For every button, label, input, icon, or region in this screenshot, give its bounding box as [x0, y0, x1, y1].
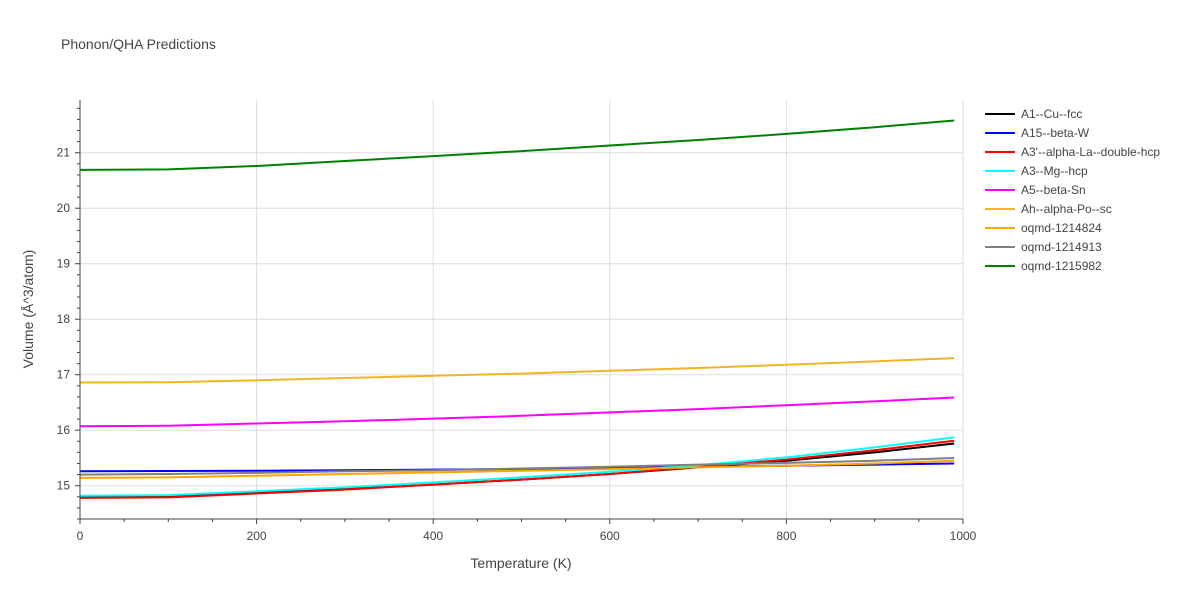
legend-swatch — [985, 188, 1015, 191]
legend-item[interactable]: Ah--alpha-Po--sc — [985, 199, 1195, 218]
legend-label: oqmd-1214824 — [1021, 220, 1102, 235]
legend-swatch — [985, 207, 1015, 210]
series-line-3 — [79, 436, 955, 497]
y-tick-label: 20 — [57, 201, 71, 215]
grid-layer — [80, 100, 964, 519]
legend-item[interactable]: A3--Mg--hcp — [985, 161, 1195, 180]
chart-title: Phonon/QHA Predictions — [61, 36, 216, 52]
x-tick-label: 1000 — [950, 529, 977, 543]
legend-item[interactable]: oqmd-1214824 — [985, 218, 1195, 237]
legend-label: A3--Mg--hcp — [1021, 163, 1088, 178]
legend-label: oqmd-1215982 — [1021, 258, 1102, 273]
x-tick-label: 200 — [247, 529, 267, 543]
legend-swatch — [985, 150, 1015, 153]
legend-swatch — [985, 112, 1015, 115]
x-tick-label: 600 — [600, 529, 620, 543]
legend: A1--Cu--fcc A15--beta-W A3'--alpha-La--dou… — [985, 104, 1195, 275]
legend-label: Ah--alpha-Po--sc — [1021, 201, 1112, 216]
series-line-8 — [79, 119, 955, 171]
legend-item[interactable]: A5--beta-Sn — [985, 180, 1195, 199]
series-line-7 — [79, 457, 955, 476]
legend-item[interactable]: A1--Cu--fcc — [985, 104, 1195, 123]
x-axis-title: Temperature (K) — [470, 555, 571, 571]
series-line-2 — [79, 439, 955, 499]
legend-item[interactable]: oqmd-1214913 — [985, 237, 1195, 256]
legend-item[interactable]: A3'--alpha-La--double-hcp — [985, 142, 1195, 161]
y-tick-label: 17 — [57, 368, 71, 382]
series-line-5 — [79, 357, 955, 384]
legend-label: A5--beta-Sn — [1021, 182, 1086, 197]
y-tick-label: 21 — [57, 146, 71, 160]
y-axis-title: Volume (Å^3/atom) — [20, 250, 36, 369]
y-tick-label: 18 — [57, 312, 71, 326]
x-tick-label: 400 — [423, 529, 443, 543]
tick-label-layer: 0 200 400 600 800 1000 15 16 17 18 19 20 21 — [57, 146, 977, 543]
legend-item[interactable]: oqmd-1215982 — [985, 256, 1195, 275]
x-tick-label: 800 — [776, 529, 796, 543]
x-tick-label: 0 — [77, 529, 84, 543]
legend-label: A3'--alpha-La--double-hcp — [1021, 144, 1161, 159]
axis-layer — [75, 100, 964, 524]
y-tick-label: 16 — [57, 423, 71, 437]
legend-swatch — [985, 245, 1015, 248]
legend-item[interactable]: A15--beta-W — [985, 123, 1195, 142]
y-tick-label: 19 — [57, 257, 71, 271]
series-layer — [79, 119, 955, 499]
series-line-4 — [79, 396, 955, 428]
legend-label: oqmd-1214913 — [1021, 239, 1102, 254]
y-tick-label: 15 — [57, 479, 71, 493]
legend-swatch — [985, 264, 1015, 267]
series-line-6 — [79, 459, 955, 479]
legend-label: A15--beta-W — [1021, 125, 1090, 140]
legend-swatch — [985, 226, 1015, 229]
legend-swatch — [985, 169, 1015, 172]
legend-label: A1--Cu--fcc — [1021, 106, 1083, 121]
legend-swatch — [985, 131, 1015, 134]
